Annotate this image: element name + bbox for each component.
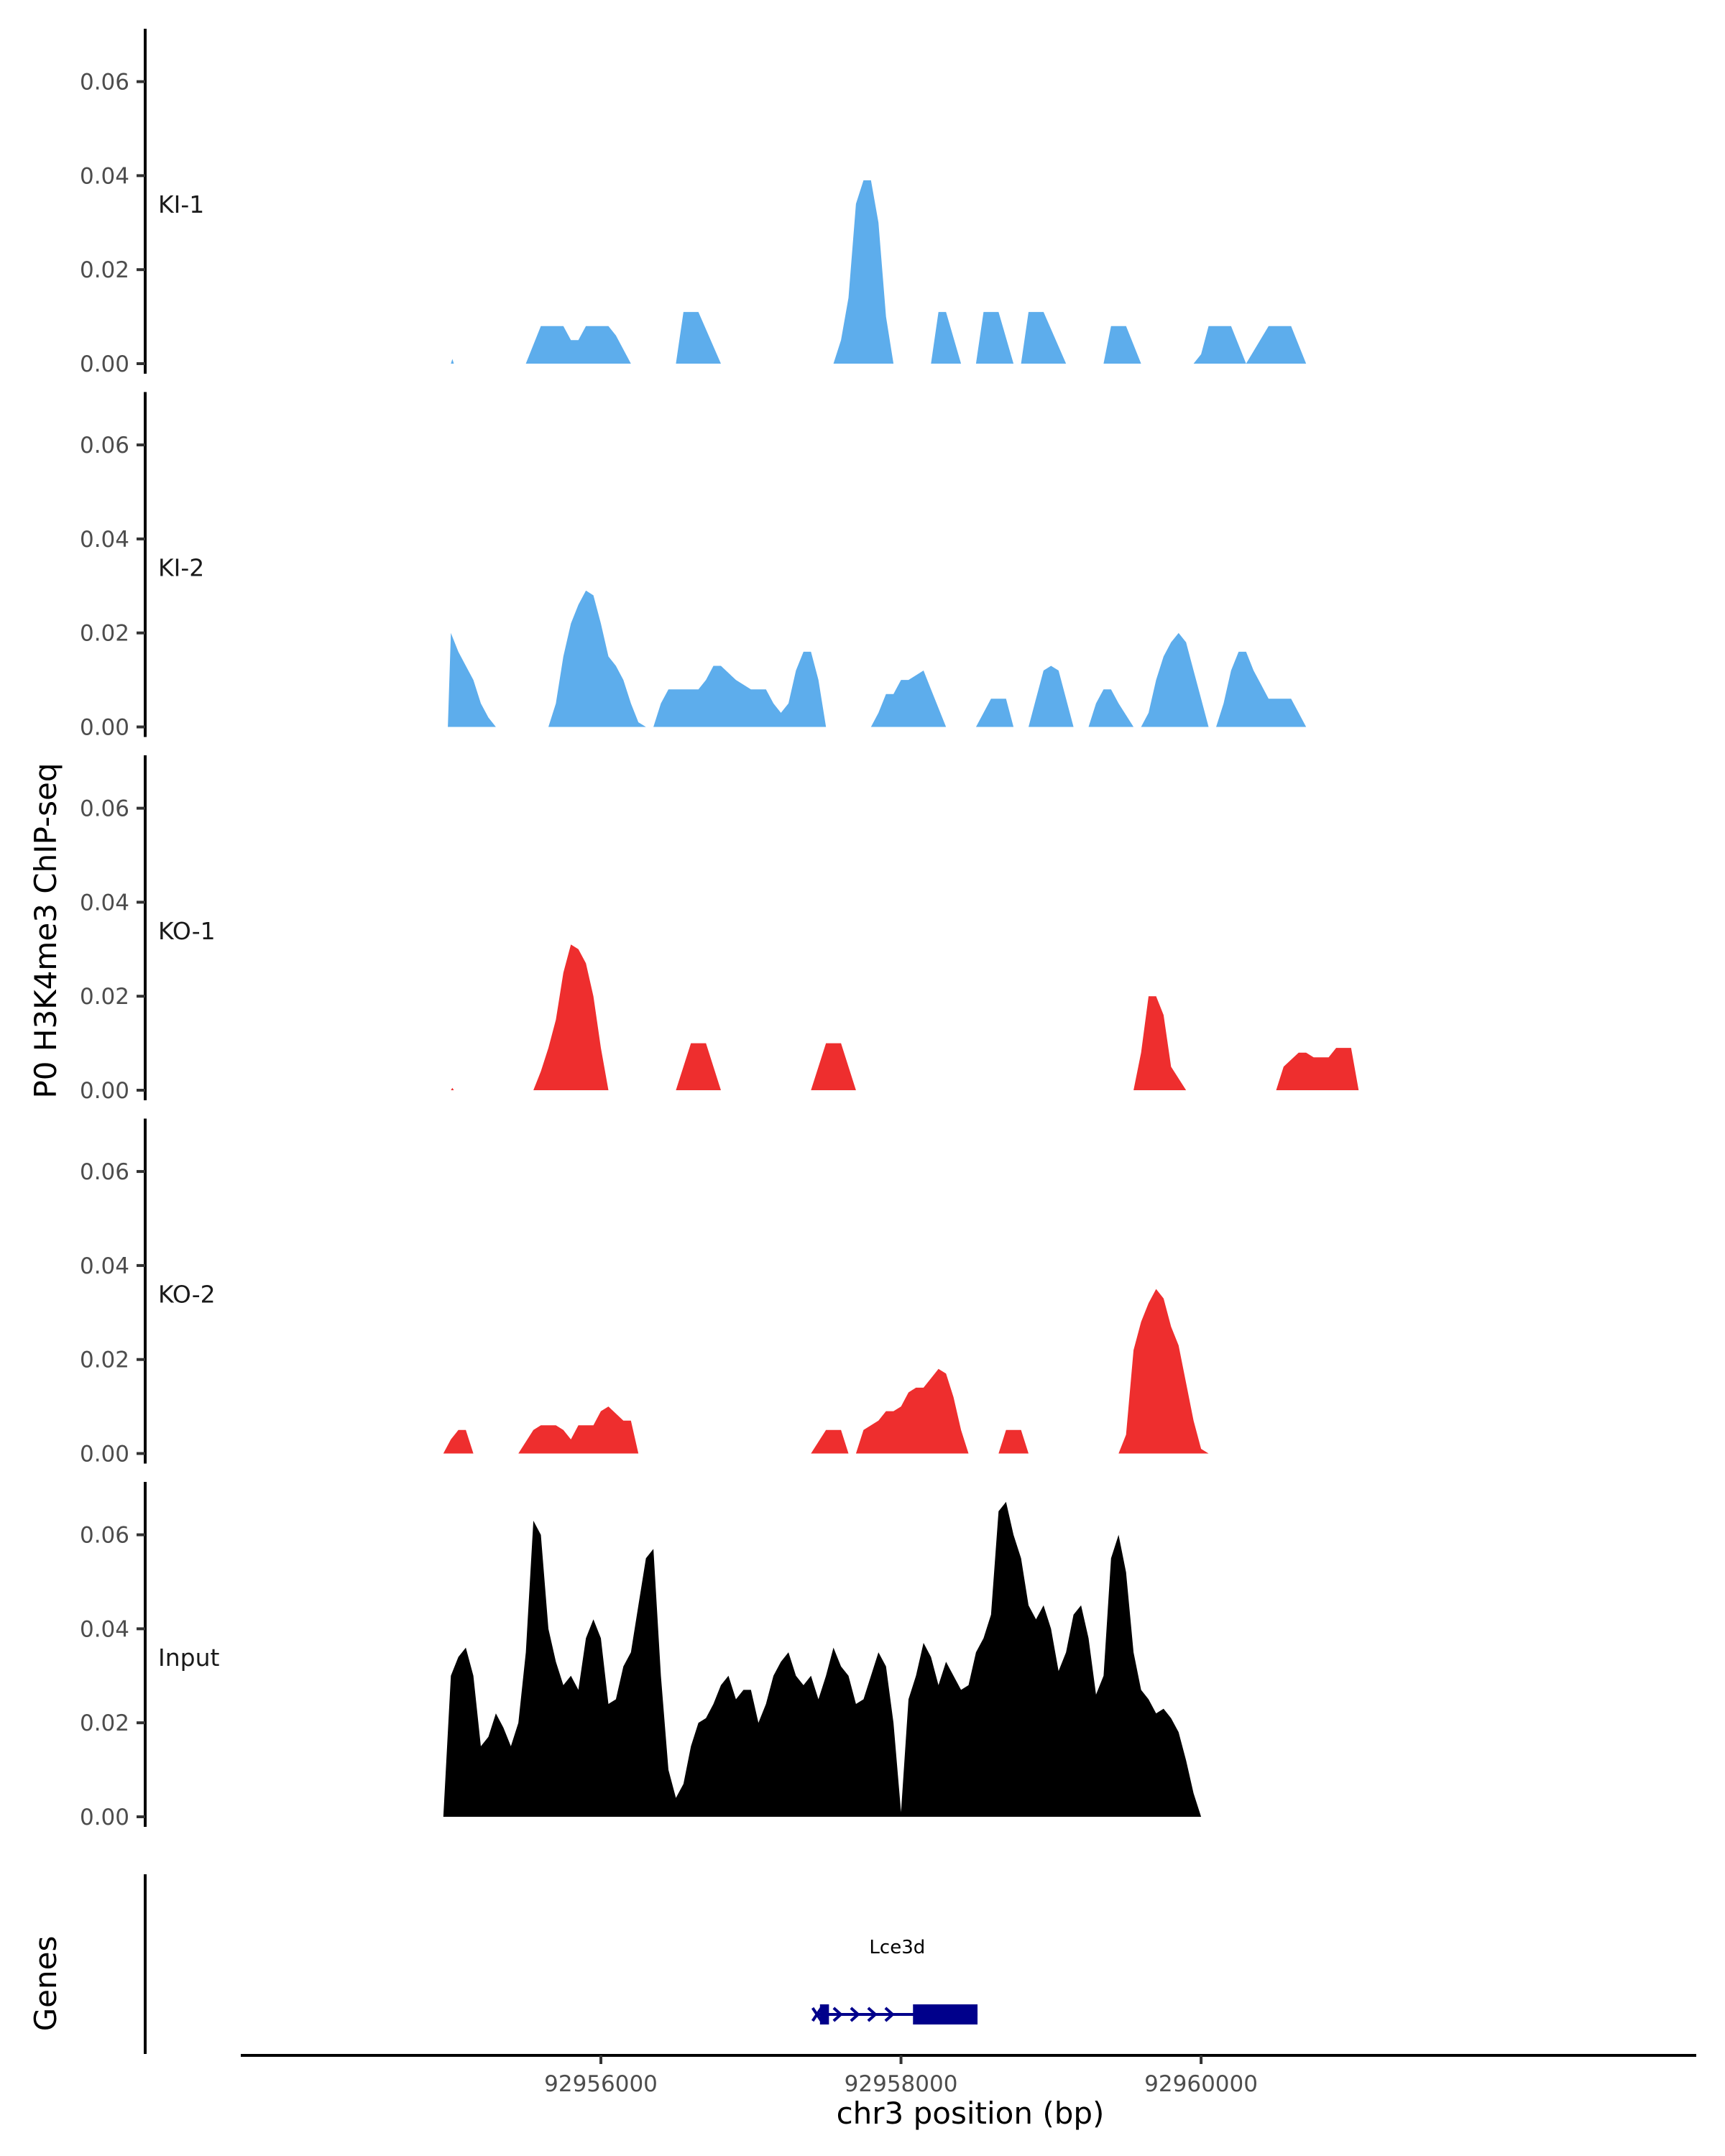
gene-start-mark: [811, 2007, 823, 2022]
y-tick-label: 0.04: [80, 527, 129, 553]
track-label: Input: [158, 1644, 220, 1672]
x-axis: 92956000 92958000 92960000: [241, 2054, 1696, 2097]
track-label: KO-2: [158, 1281, 216, 1309]
gene-name-label: Lce3d: [869, 1937, 925, 1958]
track-panel-ki-1: 0.00 0.02 0.04 0.06 KI-1: [80, 29, 1307, 377]
y-tick-label: 0.06: [80, 70, 129, 96]
y-tick-label: 0.00: [80, 715, 129, 741]
strand-arrow: [884, 2007, 895, 2022]
y-tick-label: 0.04: [80, 163, 129, 189]
y-tick-label: 0.06: [80, 1523, 129, 1549]
track-panel-ki-2: 0.00 0.02 0.04 0.06 KI-2: [80, 392, 1307, 741]
track-panel-ko-1: 0.00 0.02 0.04 0.06 KO-1: [80, 755, 1359, 1104]
y-tick-label: 0.02: [80, 1710, 129, 1736]
y-tick-label: 0.02: [80, 621, 129, 647]
x-tick-label: 92956000: [544, 2071, 658, 2097]
track-panels: 0.00 0.02 0.04 0.06 KI-1 0.00 0.02 0.04 0.06 KI-2…: [80, 29, 1359, 1830]
coverage-area-ko-1: [451, 944, 1359, 1090]
track-panel-ko-2: 0.00 0.02 0.04 0.06 KO-2: [80, 1118, 1216, 1468]
y-tick-label: 0.02: [80, 257, 129, 283]
y-axis-title: P0 H3K4me3 ChIP-seq: [28, 763, 63, 1098]
track-panel-input: 0.00 0.02 0.04 0.06 Input: [80, 1482, 1329, 1830]
strand-arrow: [867, 2007, 878, 2022]
track-label: KI-2: [158, 554, 204, 582]
genes-axis-title: Genes: [28, 1936, 63, 2032]
y-tick-label: 0.06: [80, 433, 129, 459]
strand-arrow: [832, 2007, 843, 2022]
y-tick-label: 0.04: [80, 1253, 129, 1279]
y-tick-label: 0.00: [80, 1805, 129, 1830]
coverage-area-ki-1: [451, 180, 1307, 364]
y-tick-label: 0.02: [80, 1348, 129, 1373]
track-label: KI-1: [158, 190, 204, 218]
y-tick-label: 0.00: [80, 1078, 129, 1104]
gene-annotation-panel: Lce3d: [144, 1874, 978, 2054]
coverage-area-ki-2: [448, 590, 1307, 727]
coverage-area-ko-2: [443, 1289, 1216, 1454]
y-tick-label: 0.00: [80, 1442, 129, 1468]
gene-exon-1: [819, 2004, 829, 2024]
strand-arrow: [850, 2007, 860, 2022]
y-tick-label: 0.06: [80, 1159, 129, 1185]
y-tick-label: 0.06: [80, 796, 129, 822]
track-label: KO-1: [158, 917, 216, 945]
y-tick-label: 0.04: [80, 890, 129, 916]
x-tick-label: 92960000: [1144, 2071, 1258, 2097]
y-tick-label: 0.04: [80, 1616, 129, 1642]
x-tick-label: 92958000: [845, 2071, 958, 2097]
y-tick-label: 0.02: [80, 984, 129, 1010]
x-axis-title: chr3 position (bp): [837, 2096, 1105, 2131]
gene-exon-2: [913, 2004, 978, 2024]
y-tick-label: 0.00: [80, 351, 129, 377]
coverage-area-input: [443, 1501, 1329, 1817]
